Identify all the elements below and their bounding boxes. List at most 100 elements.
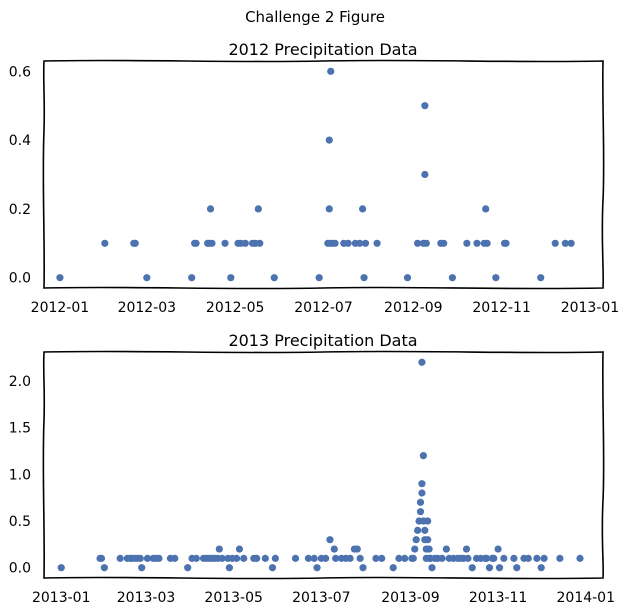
- y-axis-ticks-2012: 0.0 0.2 0.4 0.6: [9, 64, 31, 286]
- data-point: [483, 554, 491, 562]
- data-point: [331, 239, 339, 247]
- y-tick-label: 1.5: [9, 421, 31, 437]
- data-point: [448, 274, 456, 282]
- data-point: [361, 239, 370, 247]
- y-axis-ticks-2013: 0.0 0.5 1.0 1.5 2.0: [9, 374, 31, 577]
- data-point: [356, 554, 364, 562]
- data-point: [425, 545, 433, 553]
- data-point: [359, 205, 367, 213]
- data-point: [502, 239, 510, 247]
- chart-title-2012: 2012 Precipitation Data: [228, 40, 417, 59]
- data-point: [271, 554, 279, 562]
- data-point: [326, 536, 334, 544]
- data-point: [372, 554, 380, 562]
- data-point: [533, 554, 541, 562]
- data-point: [537, 564, 545, 572]
- data-point: [325, 205, 333, 213]
- data-point: [490, 554, 498, 562]
- data-point: [97, 554, 106, 562]
- data-point: [192, 239, 200, 247]
- data-point: [428, 564, 436, 572]
- chart-2013: 2013 Precipitation Data 0.00.51.01.52.0 …: [9, 331, 615, 606]
- data-point: [442, 545, 450, 553]
- data-point: [100, 564, 108, 572]
- axes-frame-2012: [42, 59, 605, 290]
- data-point: [409, 554, 417, 562]
- data-point: [389, 564, 397, 572]
- y-tick-label: 2.0: [9, 374, 31, 390]
- data-point: [510, 554, 518, 562]
- scatter-points-2012: [56, 67, 575, 282]
- data-point: [438, 554, 446, 562]
- data-point: [464, 554, 472, 562]
- x-tick-label: 2012-09: [384, 300, 443, 316]
- y-tick-label: 1.0: [9, 467, 31, 483]
- y-tick-label: 0.0: [9, 271, 31, 287]
- x-tick-label: 2012-03: [118, 300, 177, 316]
- data-point: [344, 239, 352, 247]
- data-point: [424, 536, 432, 544]
- data-point: [422, 239, 430, 247]
- data-point: [421, 170, 429, 179]
- data-point: [332, 554, 340, 562]
- y-tick-label: 0.5: [9, 514, 31, 530]
- axes-frame-2013: [42, 350, 605, 580]
- y-tick-label: 0.6: [9, 64, 31, 80]
- data-point: [412, 536, 420, 544]
- data-point: [421, 102, 429, 110]
- data-point: [225, 564, 233, 572]
- data-point: [143, 554, 152, 562]
- data-point: [232, 554, 241, 562]
- data-point: [537, 274, 545, 282]
- data-point: [313, 564, 321, 572]
- data-point: [270, 274, 278, 282]
- data-point: [360, 274, 368, 282]
- data-point: [171, 554, 179, 562]
- x-tick-label: 2014-01: [557, 590, 616, 606]
- data-point: [138, 564, 146, 572]
- scatter-points-2013: [57, 358, 584, 572]
- data-point: [221, 239, 229, 247]
- data-point: [143, 274, 151, 282]
- data-point: [235, 545, 244, 553]
- data-point: [561, 239, 569, 247]
- x-axis-ticks-2012: 2012-01 2012-03 2012-05 2012-07 2012-09 2012-…: [31, 300, 620, 316]
- data-point: [483, 239, 491, 247]
- data-point: [192, 554, 200, 562]
- data-point: [227, 274, 235, 282]
- y-tick-label: 0.2: [9, 202, 31, 218]
- data-point: [418, 480, 426, 488]
- data-point: [218, 554, 226, 562]
- x-tick-label: 2013-05: [204, 590, 263, 606]
- data-point: [256, 239, 264, 247]
- data-point: [184, 564, 192, 572]
- x-tick-label: 2012-05: [206, 300, 265, 316]
- data-point: [136, 554, 144, 562]
- data-point: [416, 508, 425, 516]
- data-point: [567, 239, 575, 247]
- data-point: [495, 564, 504, 572]
- data-point: [310, 554, 318, 562]
- data-point: [101, 239, 109, 247]
- data-point: [418, 358, 426, 366]
- data-point: [463, 239, 471, 247]
- data-point: [500, 554, 508, 562]
- data-point: [322, 554, 330, 562]
- data-point: [373, 239, 381, 247]
- data-point: [418, 489, 426, 497]
- x-tick-label: 2013-07: [292, 590, 351, 606]
- data-point: [524, 554, 532, 562]
- x-tick-label: 2013-03: [117, 590, 176, 606]
- data-point: [419, 452, 427, 460]
- data-point: [424, 517, 432, 525]
- data-point: [57, 564, 65, 572]
- data-point: [253, 554, 261, 562]
- data-point: [208, 239, 216, 247]
- data-point: [188, 274, 196, 282]
- x-tick-label: 2012-07: [294, 300, 353, 316]
- data-point: [378, 554, 386, 562]
- data-point: [576, 554, 584, 562]
- data-point: [513, 564, 521, 572]
- data-point: [540, 554, 548, 562]
